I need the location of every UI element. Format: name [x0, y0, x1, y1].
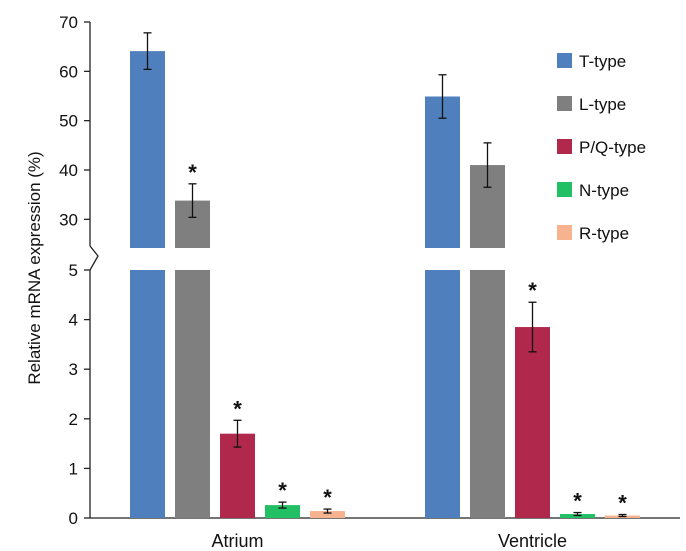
bar-rtype-atrium [310, 511, 345, 518]
legend-label: R-type [579, 224, 629, 243]
y-tick-label: 3 [69, 360, 78, 379]
bar-pqtype-ventricle [515, 327, 550, 518]
legend: T-type L-type P/Q-type N-type R-type [557, 52, 646, 243]
significance-star: * [618, 491, 627, 516]
error-bars [143, 32, 627, 518]
legend-swatch [557, 53, 572, 68]
significance-star: * [573, 489, 582, 514]
legend-swatch [557, 96, 572, 111]
significance-star: * [528, 278, 537, 303]
significance-star: * [323, 485, 332, 510]
bar-ltype-ventricle-lower [470, 270, 505, 518]
significance-markers: * * * * * * * [188, 160, 627, 516]
y-tick-label: 50 [59, 112, 78, 131]
x-category-label: Atrium [211, 531, 263, 551]
bars [130, 51, 640, 518]
y-tick-label: 30 [59, 210, 78, 229]
x-category-label: Ventricle [498, 531, 567, 551]
y-tick-label: 5 [69, 261, 78, 280]
y-tick-label: 40 [59, 161, 78, 180]
significance-star: * [278, 478, 287, 503]
y-tick-label: 2 [69, 410, 78, 429]
legend-swatch [557, 225, 572, 240]
y-tick-label: 60 [59, 62, 78, 81]
legend-swatch [557, 182, 572, 197]
y-tick-label: 4 [69, 311, 78, 330]
bar-ttype-atrium [130, 51, 165, 249]
y-tick-label: 1 [69, 459, 78, 478]
bar-ttype-atrium-lower [130, 270, 165, 518]
y-axis-title: Relative mRNA expression (%) [25, 151, 44, 384]
y-tick-label: 70 [59, 13, 78, 32]
bar-ttype-ventricle [425, 96, 460, 248]
legend-label: P/Q-type [579, 138, 646, 157]
legend-swatch [557, 139, 572, 154]
legend-label: T-type [579, 52, 626, 71]
legend-label: L-type [579, 95, 626, 114]
y-tick-label: 0 [69, 509, 78, 528]
axis-break-marker [89, 245, 99, 271]
bar-pqtype-atrium [220, 433, 255, 518]
significance-star: * [188, 160, 197, 185]
bar-ttype-ventricle-lower [425, 270, 460, 518]
bar-ntype-atrium [265, 505, 300, 518]
legend-label: N-type [579, 181, 629, 200]
significance-star: * [233, 396, 242, 421]
bar-ltype-atrium-lower [175, 270, 210, 518]
